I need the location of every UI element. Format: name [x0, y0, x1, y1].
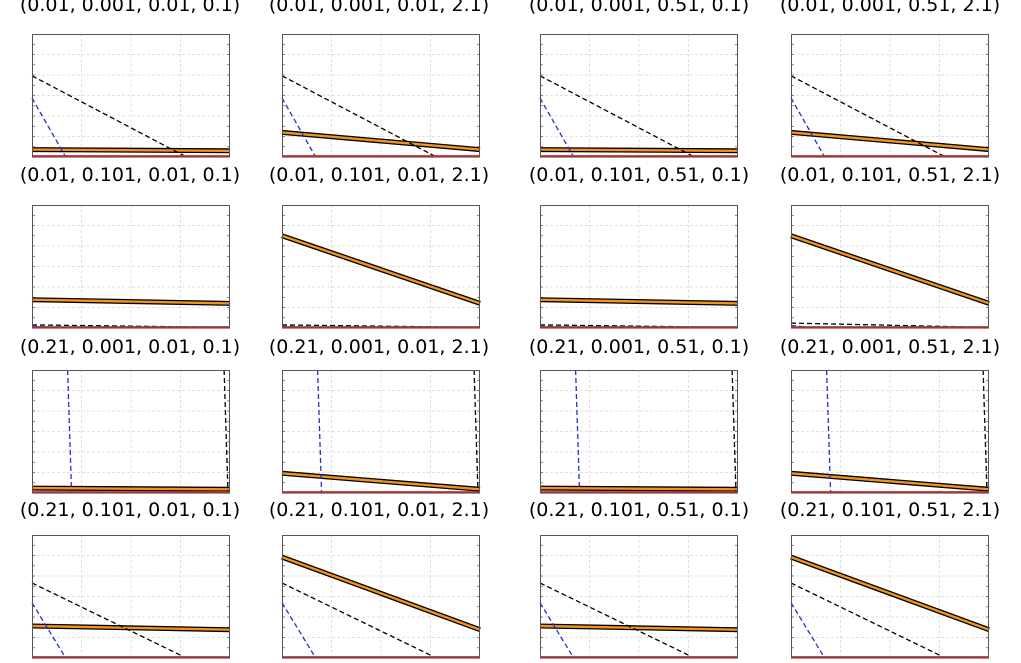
series-line-band — [31, 624, 231, 631]
panel-title: (0.01, 0.001, 0.51, 2.1) — [779, 0, 1001, 16]
series-line-blue-dashed — [825, 369, 832, 494]
series-line-band — [281, 234, 481, 305]
series-line-black-dashed — [539, 582, 695, 659]
series-line-band — [539, 624, 739, 631]
panel-title: (0.21, 0.001, 0.01, 2.1) — [268, 336, 490, 358]
series-line-black-dashed — [790, 75, 946, 158]
plot-frame — [32, 205, 230, 328]
panel-title: (0.21, 0.001, 0.01, 0.1) — [19, 336, 241, 358]
series-line-blue-dashed — [66, 369, 73, 494]
plot-frame — [540, 34, 738, 157]
plot-frame — [32, 535, 230, 658]
series-line-blue-dashed — [316, 369, 323, 494]
series-line-black-dashed — [31, 582, 187, 659]
chart-panel — [31, 369, 231, 494]
series-line-band — [790, 555, 990, 631]
chart-panel — [31, 205, 231, 329]
panel-title: (0.01, 0.001, 0.51, 0.1) — [528, 0, 750, 16]
panel-title: (0.21, 0.101, 0.51, 2.1) — [779, 499, 1001, 521]
series-line-band — [539, 298, 739, 305]
chart-panel — [790, 535, 990, 659]
chart-panel — [790, 34, 990, 158]
series-line-black-dashed — [790, 322, 990, 329]
series-line-band — [281, 472, 481, 491]
panel-title: (0.21, 0.001, 0.51, 0.1) — [528, 336, 750, 358]
series-line-black-dashed — [223, 369, 229, 494]
series-line-blue-dashed — [574, 369, 581, 494]
chart-panel — [539, 369, 739, 494]
series-line-band — [790, 131, 990, 151]
series-line-black-dashed — [982, 369, 988, 494]
series-line-band — [281, 131, 481, 151]
series-line-black-dashed — [539, 324, 739, 329]
plot-frame — [791, 34, 989, 157]
plot-frame — [791, 535, 989, 658]
panel-title: (0.21, 0.101, 0.01, 2.1) — [268, 499, 490, 521]
panel-title: (0.01, 0.101, 0.01, 2.1) — [268, 164, 490, 186]
plot-frame — [32, 370, 230, 493]
series-line-black-dashed — [731, 369, 737, 494]
plot-frame — [282, 370, 480, 493]
series-line-black-dashed — [281, 582, 437, 659]
panel-title: (0.01, 0.001, 0.01, 2.1) — [268, 0, 490, 16]
series-line-black-dashed — [31, 75, 187, 158]
series-line-band — [790, 472, 990, 491]
plot-frame — [791, 370, 989, 493]
series-line-black-dashed — [790, 582, 946, 659]
chart-panel — [539, 34, 739, 158]
series-line-blue-dashed — [539, 97, 575, 158]
plot-frame — [282, 205, 480, 328]
plot-frame — [540, 205, 738, 328]
chart-panel — [539, 535, 739, 659]
series-line-black-dashed — [539, 75, 695, 158]
series-line-band — [539, 486, 739, 491]
series-line-black-dashed — [31, 324, 231, 329]
plot-frame — [791, 205, 989, 328]
chart-panel — [31, 535, 231, 659]
series-line-blue-dashed — [790, 97, 826, 158]
plot-frame — [540, 535, 738, 658]
chart-panel — [790, 369, 990, 494]
series-line-blue-dashed — [31, 97, 67, 158]
plot-frame — [282, 535, 480, 658]
series-line-band — [31, 486, 231, 491]
series-line-band — [281, 555, 481, 631]
series-line-band — [539, 148, 739, 152]
series-line-blue-dashed — [790, 602, 826, 659]
series-line-blue-dashed — [281, 602, 317, 659]
chart-panel — [539, 205, 739, 329]
chart-panel — [281, 205, 481, 329]
chart-panel — [281, 535, 481, 659]
panel-title: (0.21, 0.101, 0.51, 0.1) — [528, 499, 750, 521]
series-line-black-dashed — [281, 75, 437, 158]
series-line-black-dashed — [473, 369, 479, 494]
series-line-black-dashed — [281, 324, 481, 329]
series-line-blue-dashed — [31, 602, 67, 659]
series-line-blue-dashed — [281, 97, 317, 158]
panel-title: (0.01, 0.101, 0.01, 0.1) — [19, 164, 241, 186]
plot-frame — [540, 370, 738, 493]
panel-title: (0.21, 0.001, 0.51, 2.1) — [779, 336, 1001, 358]
chart-panel — [281, 369, 481, 494]
chart-panel — [281, 34, 481, 158]
chart-panel — [31, 34, 231, 158]
panel-title: (0.21, 0.101, 0.01, 0.1) — [19, 499, 241, 521]
series-line-band — [31, 148, 231, 152]
plot-frame — [282, 34, 480, 157]
series-line-band — [31, 298, 231, 305]
series-line-band — [790, 234, 990, 305]
chart-panel — [790, 205, 990, 329]
panel-title: (0.01, 0.001, 0.01, 0.1) — [19, 0, 241, 16]
plot-frame — [32, 34, 230, 157]
panel-title: (0.01, 0.101, 0.51, 2.1) — [779, 164, 1001, 186]
panel-title: (0.01, 0.101, 0.51, 0.1) — [528, 164, 750, 186]
series-line-blue-dashed — [539, 602, 575, 659]
